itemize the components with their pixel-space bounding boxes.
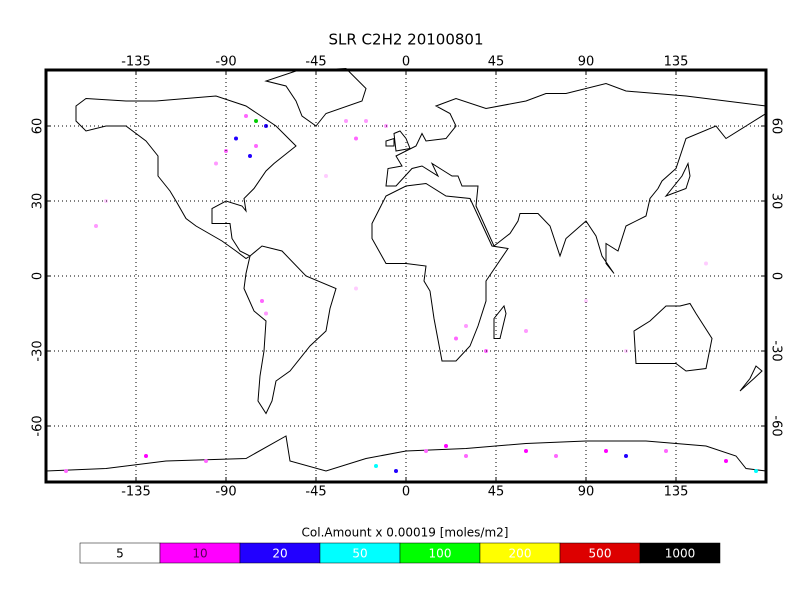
bottom-lon-label: 45 xyxy=(488,485,505,500)
top-lon-label: 135 xyxy=(664,55,689,70)
greenland xyxy=(266,69,366,127)
bottom-lon-label: 135 xyxy=(664,485,689,500)
colorbar-label: 50 xyxy=(352,547,367,561)
observation-dot xyxy=(554,454,558,458)
madagascar xyxy=(494,306,506,339)
observation-dot xyxy=(234,136,238,141)
japan xyxy=(666,164,690,197)
observation-dot xyxy=(754,469,758,473)
bottom-lon-label: -90 xyxy=(215,485,236,500)
africa xyxy=(372,184,508,362)
observation-dot xyxy=(264,311,268,316)
colorbar: 5 10 20 50 100 200 500 1000 xyxy=(79,542,721,564)
north-america xyxy=(76,96,296,259)
left-lat-label: 0 xyxy=(31,272,46,280)
colorbar-caption: Col.Amount x 0.00019 [moles/m2] xyxy=(302,526,509,540)
bottom-lon-label: -135 xyxy=(121,485,151,500)
colorbar-label: 20 xyxy=(272,547,287,561)
observation-dot xyxy=(254,119,258,123)
right-lat-label: 0 xyxy=(769,272,784,280)
right-lat-label: -30 xyxy=(769,340,784,361)
colorbar-label: 1000 xyxy=(665,547,696,561)
observation-dot xyxy=(364,119,368,123)
observation-dot xyxy=(624,454,628,458)
observation-dot xyxy=(584,299,588,303)
bottom-lon-label: -45 xyxy=(305,485,326,500)
observation-dot xyxy=(524,449,528,453)
new-zealand xyxy=(740,366,762,391)
observation-dot xyxy=(394,469,398,473)
observation-dot xyxy=(64,469,68,473)
right-lat-label: -60 xyxy=(769,415,784,436)
colorbar-label: 10 xyxy=(192,547,207,561)
observation-dot xyxy=(144,454,148,458)
observation-dot xyxy=(214,161,218,166)
observations xyxy=(64,114,758,473)
observation-dot xyxy=(244,114,248,118)
observation-dot xyxy=(344,119,348,123)
observation-dot xyxy=(374,464,378,468)
british-isles xyxy=(386,131,410,151)
left-lat-label: -30 xyxy=(31,340,46,361)
top-lon-label: 90 xyxy=(578,55,595,70)
south-america xyxy=(244,246,336,414)
observation-dot xyxy=(664,449,668,453)
observation-dot xyxy=(424,449,428,453)
observation-dot xyxy=(324,174,328,178)
top-lon-label: -135 xyxy=(121,55,151,70)
observation-dot xyxy=(94,224,98,228)
antarctica xyxy=(46,436,766,471)
observation-dot xyxy=(724,459,728,463)
colorbar-label: 5 xyxy=(116,547,124,561)
title: SLR C2H2 20100801 xyxy=(328,31,483,49)
top-lon-label: -90 xyxy=(215,55,236,70)
left-lat-label: -60 xyxy=(31,415,46,436)
right-lat-label: 60 xyxy=(769,118,784,135)
observation-dot xyxy=(524,329,528,333)
observation-dot xyxy=(454,336,458,341)
map xyxy=(44,69,768,484)
top-lon-label: 45 xyxy=(488,55,505,70)
observation-dot xyxy=(354,286,358,291)
colorbar-label: 500 xyxy=(589,547,612,561)
observation-dot xyxy=(254,144,258,148)
observation-dot xyxy=(464,324,468,328)
colorbar-label: 200 xyxy=(509,547,532,561)
observation-dot xyxy=(444,444,448,448)
observation-dot xyxy=(248,154,252,158)
observation-dot xyxy=(204,459,208,463)
top-lon-label: 0 xyxy=(402,55,410,70)
colorbar-swatch xyxy=(639,542,721,564)
observation-dot xyxy=(260,299,264,303)
observation-dot xyxy=(464,454,468,458)
left-lat-label: 60 xyxy=(31,118,46,135)
australia xyxy=(634,304,712,372)
observation-dot xyxy=(704,261,708,266)
colorbar-label: 100 xyxy=(429,547,452,561)
bottom-lon-label: 90 xyxy=(578,485,595,500)
top-lon-label: -45 xyxy=(305,55,326,70)
eurasia xyxy=(386,84,766,274)
right-lat-label: 30 xyxy=(769,193,784,210)
bottom-lon-label: 0 xyxy=(402,485,410,500)
left-lat-label: 30 xyxy=(31,193,46,210)
observation-dot xyxy=(354,136,358,141)
observation-dot xyxy=(604,449,608,453)
